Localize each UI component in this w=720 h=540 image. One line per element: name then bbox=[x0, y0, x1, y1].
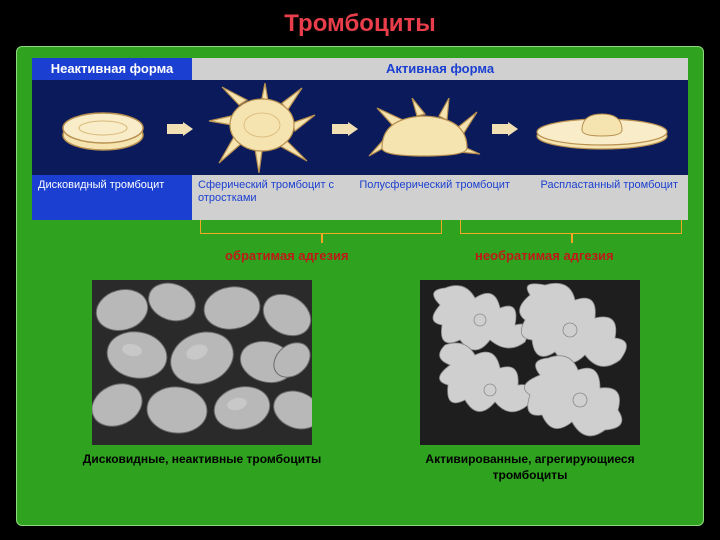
reversible-bracket bbox=[200, 220, 442, 234]
reversible-adhesion-label: обратимая адгезия bbox=[225, 248, 349, 263]
stage3-label: Полусферический тромбоцит bbox=[359, 179, 520, 216]
arrow-icon bbox=[167, 122, 193, 136]
sem-active-image bbox=[420, 280, 640, 445]
active-form-header: Активная форма bbox=[192, 58, 688, 80]
arrow-icon bbox=[492, 122, 518, 136]
stage4-label: Распластанный тромбоцит bbox=[521, 179, 682, 216]
arrow-icon bbox=[332, 122, 358, 136]
slide: Тромбоциты Неактивная форма Активная фор… bbox=[0, 0, 720, 540]
diagram-body bbox=[32, 80, 688, 175]
sem-inactive-image bbox=[92, 280, 312, 445]
activation-diagram: Неактивная форма Активная форма bbox=[32, 58, 688, 220]
sem-inactive-caption: Дисковидные, неактивные тромбоциты bbox=[72, 452, 332, 468]
sem-active-caption: Активированные, агрегирующиеся тромбоцит… bbox=[400, 452, 660, 483]
semispherical-platelet-icon bbox=[367, 98, 482, 163]
irreversible-adhesion-label: необратимая адгезия bbox=[475, 248, 614, 263]
spherical-platelet-icon bbox=[207, 83, 317, 173]
page-title: Тромбоциты bbox=[0, 0, 720, 44]
stage2-label: Сферический тромбоцит с отростками bbox=[198, 179, 359, 216]
irreversible-bracket bbox=[460, 220, 682, 234]
discoid-platelet-icon bbox=[58, 105, 148, 155]
spread-platelet-icon bbox=[532, 108, 672, 153]
stage1-label: Дисковидный тромбоцит bbox=[32, 175, 192, 220]
inactive-form-header: Неактивная форма bbox=[32, 58, 192, 80]
